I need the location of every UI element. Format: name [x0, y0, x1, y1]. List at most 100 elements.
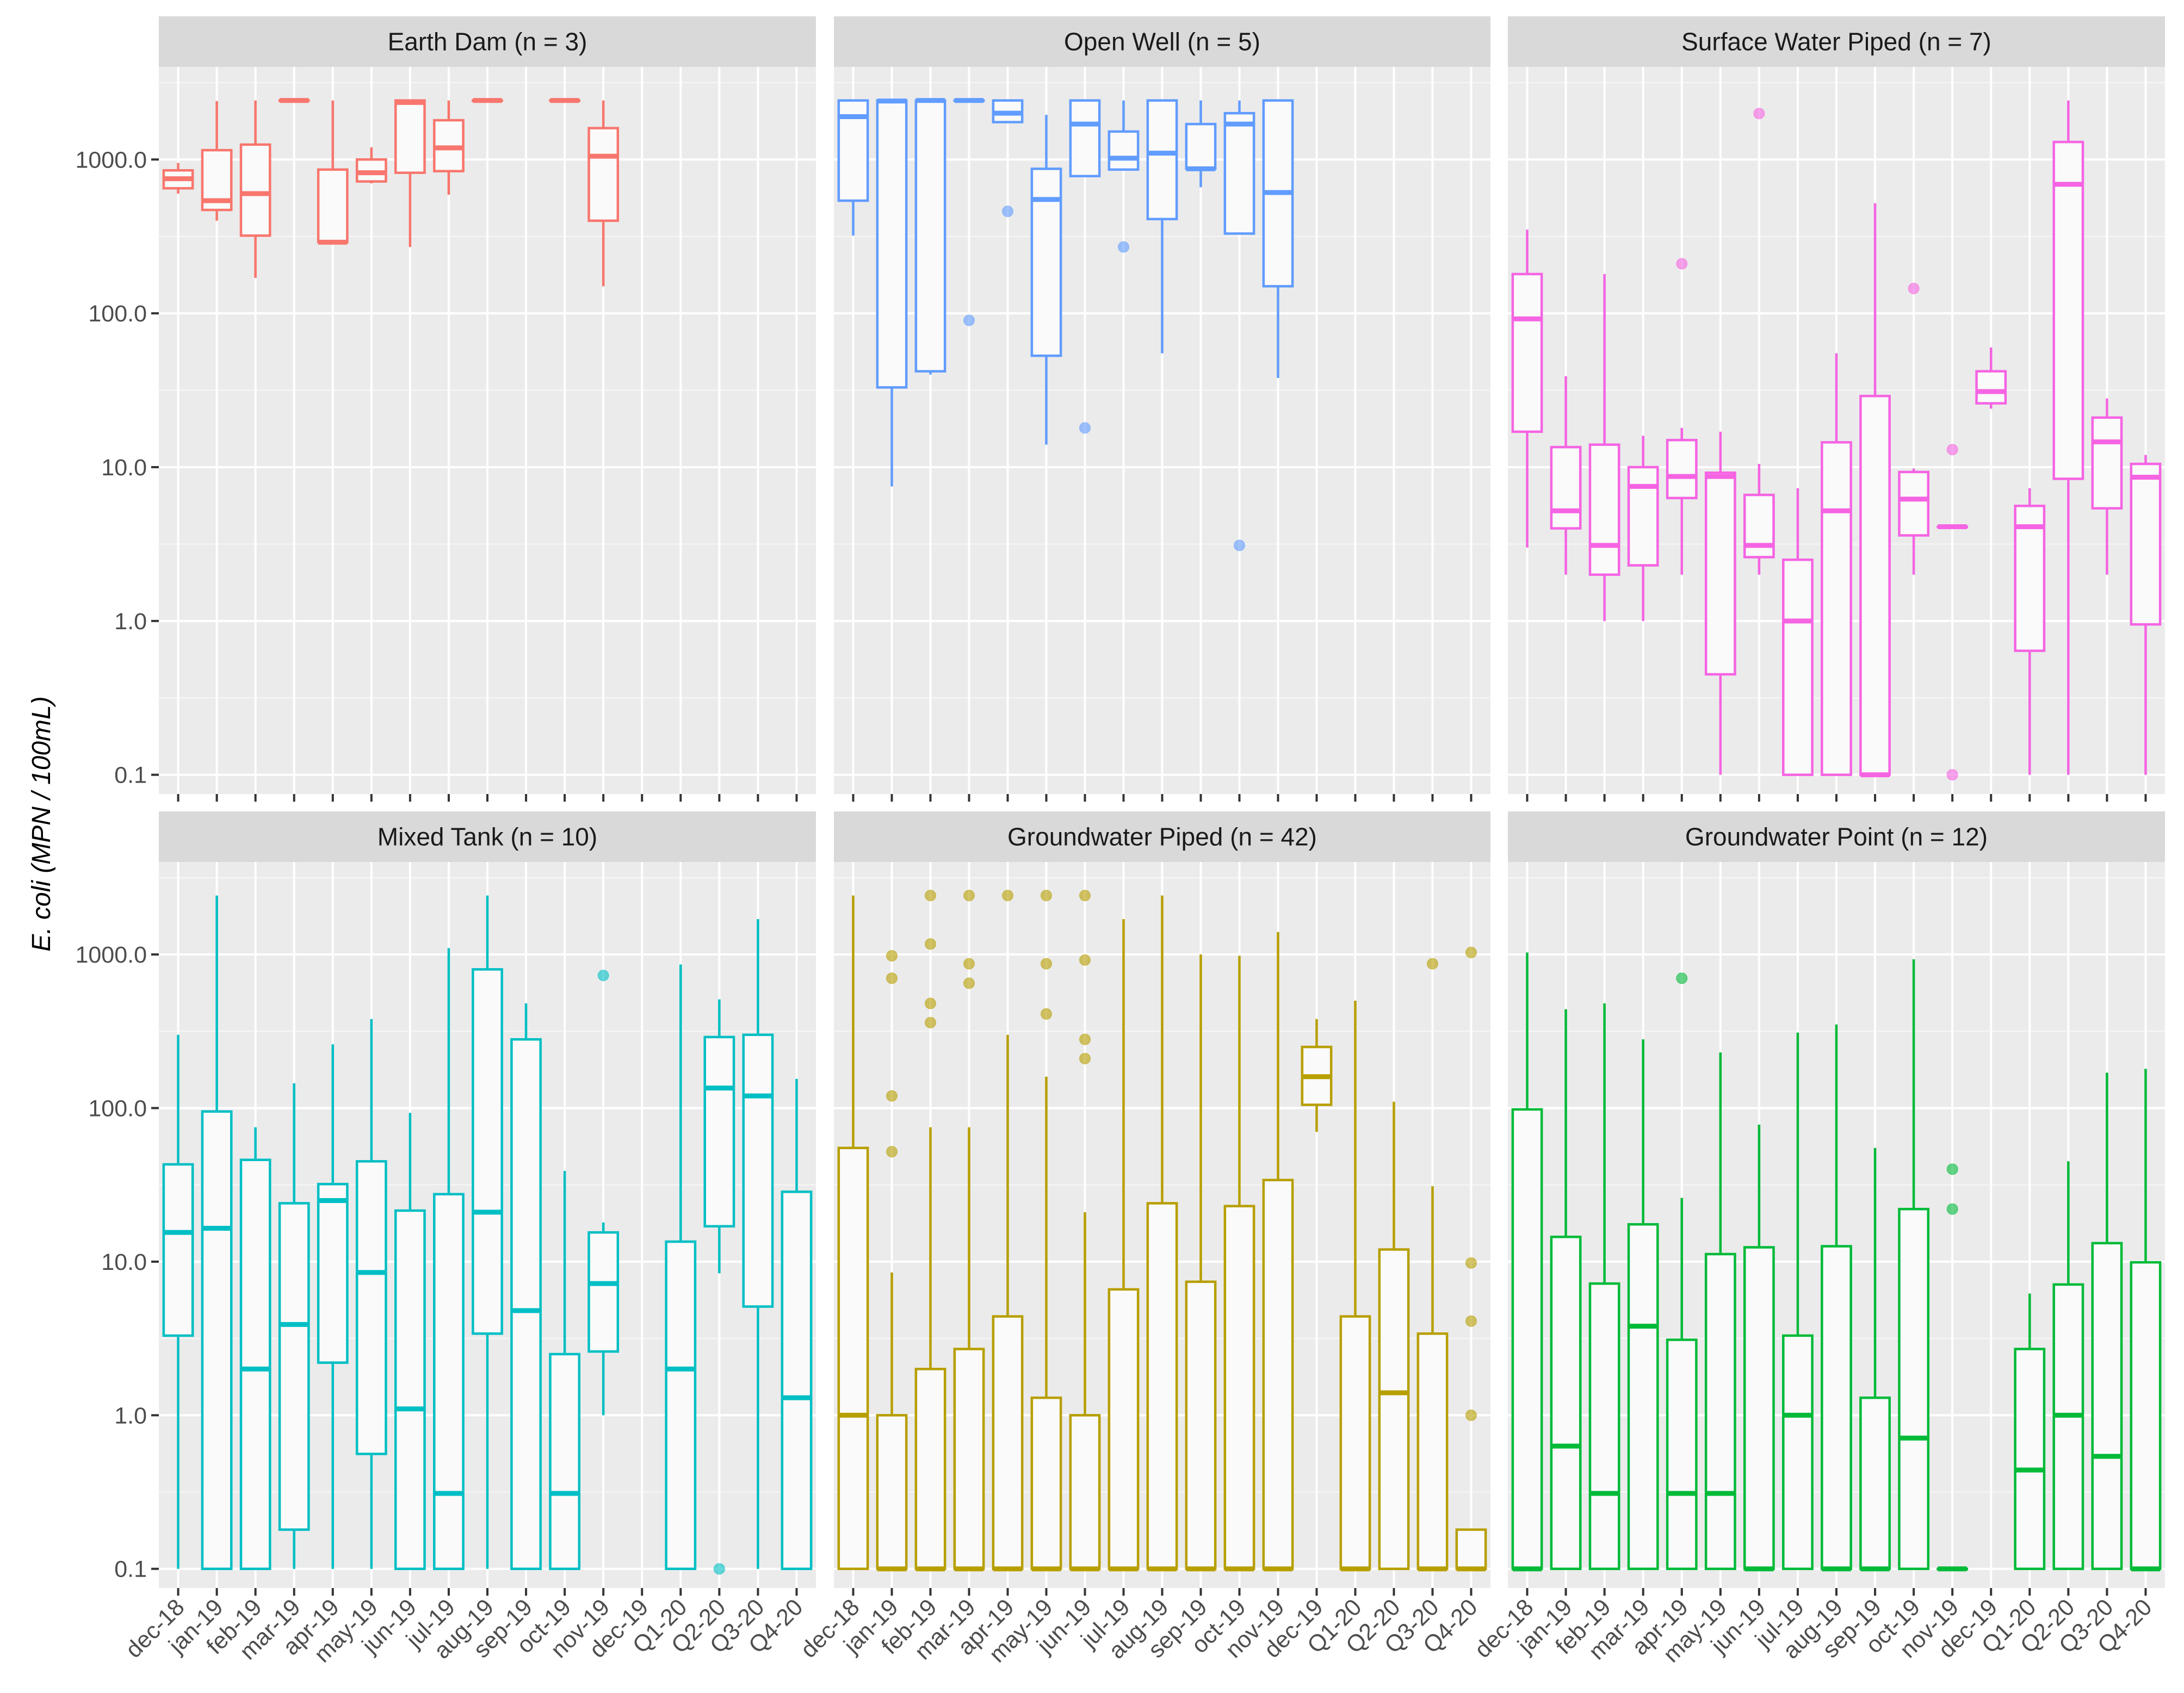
y-tick-label: 100.0 — [88, 1095, 147, 1121]
box-iqr — [1455, 1528, 1487, 1570]
outlier-point — [1079, 422, 1091, 434]
box-iqr — [2130, 462, 2162, 626]
box-iqr — [914, 99, 946, 373]
box-iqr — [1223, 1205, 1255, 1570]
box-nov-19 — [587, 100, 620, 287]
box-oct-19 — [549, 1170, 581, 1570]
box-mar-19 — [953, 1127, 985, 1572]
panel-strip — [1508, 16, 2165, 67]
box-iqr — [1859, 1396, 1891, 1570]
box-iqr — [1262, 1179, 1294, 1570]
panel-2: Surface Water Piped (n = 7) — [1508, 16, 2165, 802]
box-iqr — [1030, 1396, 1062, 1570]
box-Q1-20 — [665, 964, 697, 1570]
box-oct-19 — [1898, 959, 1930, 1570]
box-mar-19 — [278, 1083, 310, 1569]
box-iqr — [1069, 1414, 1101, 1570]
box-iqr — [394, 99, 426, 174]
box-iqr — [2130, 1261, 2162, 1570]
outlier-point — [886, 1090, 898, 1102]
box-jul-19 — [1108, 919, 1140, 1572]
box-feb-19 — [1588, 1003, 1620, 1570]
box-nov-19 — [587, 1222, 620, 1416]
box-Q1-20 — [1339, 1001, 1371, 1572]
box-iqr — [1588, 1282, 1620, 1570]
box-iqr — [1069, 99, 1101, 178]
box-iqr — [2091, 416, 2123, 510]
box-dec-18 — [162, 1034, 194, 1569]
box-iqr — [1666, 438, 1698, 499]
box-iqr — [1898, 470, 1930, 537]
box-Q2-20 — [1378, 1101, 1410, 1570]
box-sep-19 — [1185, 100, 1217, 188]
outlier-point — [1041, 890, 1052, 902]
box-jul-19 — [1108, 100, 1140, 171]
box-jun-19 — [1743, 1124, 1775, 1572]
outlier-point — [886, 950, 898, 962]
y-tick-label: 1000.0 — [75, 942, 147, 968]
box-dec-18 — [1511, 230, 1543, 548]
panel-title: Groundwater Piped (n = 42) — [1007, 823, 1317, 851]
box-iqr — [1416, 1332, 1449, 1570]
outlier-point — [1946, 769, 1958, 781]
box-iqr — [472, 968, 503, 1335]
box-nov-19 — [1262, 932, 1294, 1572]
box-jan-19 — [201, 895, 233, 1570]
outlier-point — [597, 970, 609, 982]
y-axis-title: E. coli (MPN / 100mL) — [27, 696, 56, 951]
box-nov-19 — [1936, 1566, 1969, 1572]
outlier-point — [963, 314, 975, 326]
y-axis-title-units: (MPN / 100mL) — [27, 696, 56, 880]
box-aug-19 — [1821, 1024, 1852, 1572]
box-apr-19 — [317, 1044, 349, 1569]
panel-3: Mixed Tank (n = 10) 0.1 1.0 10.0 100.0 1000.0… — [75, 811, 816, 1667]
box-jan-19 — [876, 1272, 908, 1572]
box-iqr — [317, 1182, 349, 1364]
y-tick-label: 1000.0 — [75, 147, 147, 173]
box-iqr — [239, 1158, 271, 1570]
box-Q4-20 — [781, 1078, 813, 1570]
outlier-point — [1079, 954, 1091, 966]
box-jun-19 — [1743, 463, 1775, 575]
box-nov-19 — [1936, 524, 1969, 529]
panel-title: Surface Water Piped (n = 7) — [1681, 28, 1991, 56]
box-iqr — [1185, 122, 1217, 170]
box-aug-19 — [472, 895, 503, 1569]
box-iqr — [1704, 1252, 1736, 1570]
box-iqr — [1223, 111, 1255, 235]
outlier-point — [1002, 890, 1013, 902]
box-iqr — [665, 1240, 697, 1570]
panel-strip — [834, 16, 1490, 67]
box-mar-19 — [1627, 436, 1659, 621]
box-Q3-20 — [2091, 1072, 2123, 1570]
panel-strip — [834, 811, 1490, 862]
box-iqr — [837, 1146, 869, 1570]
box-iqr — [1108, 130, 1140, 171]
box-iqr — [1975, 370, 2007, 405]
y-tick-label: 1.0 — [114, 609, 147, 635]
box-dec-18 — [162, 163, 194, 194]
box-apr-19 — [1666, 1198, 1698, 1570]
outlier-point — [1079, 1052, 1091, 1064]
outlier-point — [925, 938, 936, 950]
box-may-19 — [1704, 1052, 1736, 1570]
box-iqr — [433, 1193, 465, 1570]
y-axis-title-italic: E. coli — [27, 880, 56, 952]
box-Q4-20 — [2130, 455, 2162, 775]
box-Q2-20 — [2052, 100, 2084, 775]
outlier-point — [886, 1146, 898, 1158]
y-tick-label: 100.0 — [88, 301, 147, 327]
box-sep-19 — [1185, 954, 1217, 1572]
outlier-point — [1118, 241, 1129, 253]
box-apr-19 — [992, 99, 1024, 123]
outlier-point — [925, 1016, 936, 1028]
box-feb-19 — [239, 100, 271, 278]
panel-4: Groundwater Piped (n = 42)dec-18jan-19fe… — [796, 811, 1490, 1667]
box-nov-19 — [1262, 99, 1294, 378]
box-feb-19 — [239, 1127, 271, 1570]
box-Q2-20 — [2052, 1161, 2084, 1570]
box-iqr — [587, 127, 620, 222]
box-iqr — [953, 1348, 985, 1570]
outlier-point — [1908, 282, 1920, 294]
box-iqr — [1704, 471, 1736, 676]
